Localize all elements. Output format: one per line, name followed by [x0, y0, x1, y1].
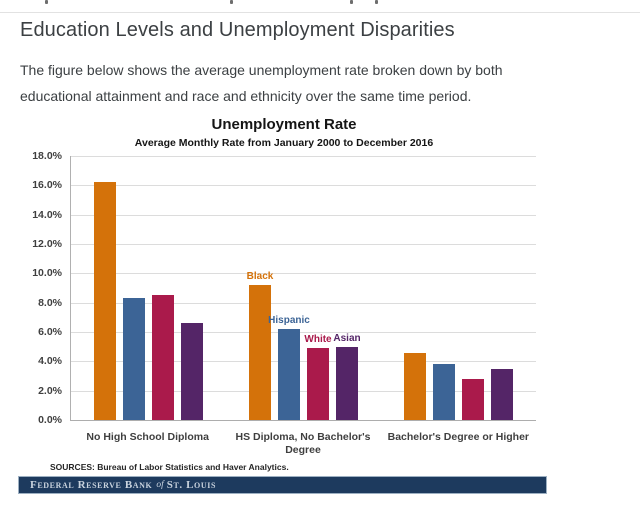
bar-group-0 [71, 156, 226, 420]
bar-white-2 [462, 378, 484, 420]
y-tick-label: 18.0% [32, 150, 62, 162]
bar-col [181, 156, 203, 420]
x-axis-labels: No High School Diploma HS Diploma, No Bac… [70, 420, 550, 457]
x-axis-label: No High School Diploma [86, 431, 209, 443]
footer-city: St. Louis [166, 479, 217, 491]
bar-col [491, 156, 513, 420]
x-axis-label: HS Diploma, No Bachelor's Degree [235, 431, 371, 456]
top-divider [0, 12, 640, 13]
y-tick-label: 2.0% [38, 384, 62, 397]
bar-col [123, 156, 145, 420]
bar-col: Black [246, 156, 274, 420]
bar-white-0 [152, 295, 174, 420]
gridline [71, 361, 536, 363]
bar-asian-2 [491, 368, 513, 420]
gridline [71, 390, 536, 392]
gridline [71, 156, 536, 157]
footer-bank-name: Federal Reserve Bank [30, 479, 153, 491]
bar-black-1 [249, 285, 271, 420]
bar-group-2 [381, 156, 536, 420]
y-tick-label: 8.0% [38, 296, 62, 309]
bar-col: White [304, 156, 332, 420]
bar-col: Asian [333, 156, 361, 420]
bar-black-2 [404, 352, 426, 420]
bar-asian-1 [336, 346, 358, 420]
bar-hispanic-0 [123, 298, 145, 420]
bar-col [94, 156, 116, 420]
plot-area: Black Hispanic White Asian [70, 156, 536, 421]
y-tick-label: 6.0% [38, 326, 62, 338]
page-title: Education Levels and Unemployment Dispar… [20, 19, 455, 41]
gridline [71, 332, 536, 333]
y-tick-label: 0.0% [38, 414, 62, 426]
bar-col: Hispanic [268, 156, 310, 420]
y-tick-label: 10.0% [32, 267, 62, 280]
gridline [71, 273, 536, 275]
frb-stlouis-logo-bar: Federal Reserve Bank of St. Louis [18, 476, 547, 494]
bar-asian-0 [181, 323, 203, 420]
gridline [71, 214, 536, 216]
cropped-text-remnant [0, 0, 640, 6]
gridline [71, 185, 536, 187]
bar-black-0 [94, 182, 116, 420]
unemployment-chart: Unemployment Rate Average Monthly Rate f… [18, 114, 550, 472]
y-axis: 18.0% 16.0% 14.0% 12.0% 10.0% 8.0% 6.0% 4.0% 2.0… [18, 150, 70, 426]
bar-col [404, 156, 426, 420]
bar-group-1: Black Hispanic White Asian [226, 156, 381, 420]
bar-hispanic-1 [278, 329, 300, 420]
footer-of: of [156, 480, 164, 490]
bar-hispanic-2 [433, 364, 455, 420]
bar-col [462, 156, 484, 420]
x-axis-label: Bachelor's Degree or Higher [387, 431, 530, 443]
gridline [71, 302, 536, 304]
series-label-white: White [304, 334, 332, 346]
series-label-hispanic: Hispanic [268, 315, 310, 327]
y-tick-label: 4.0% [38, 355, 62, 368]
bar-col [152, 156, 174, 420]
gridline [71, 244, 536, 245]
chart-title: Unemployment Rate [211, 116, 357, 133]
series-label-black: Black [246, 271, 274, 283]
bar-col [433, 156, 455, 420]
y-tick-label: 16.0% [32, 179, 62, 192]
intro-paragraph: The figure below shows the average unemp… [20, 62, 503, 104]
chart-subtitle: Average Monthly Rate from January 2000 t… [134, 137, 434, 149]
y-tick-label: 14.0% [32, 208, 62, 221]
y-tick-label: 12.0% [32, 238, 62, 250]
plot-row: 18.0% 16.0% 14.0% 12.0% 10.0% 8.0% 6.0% 4.0% 2.0… [18, 150, 550, 426]
bar-white-1 [307, 348, 329, 420]
source-note: SOURCES: Bureau of Labor Statistics and … [50, 462, 289, 472]
series-label-asian: Asian [333, 332, 361, 344]
